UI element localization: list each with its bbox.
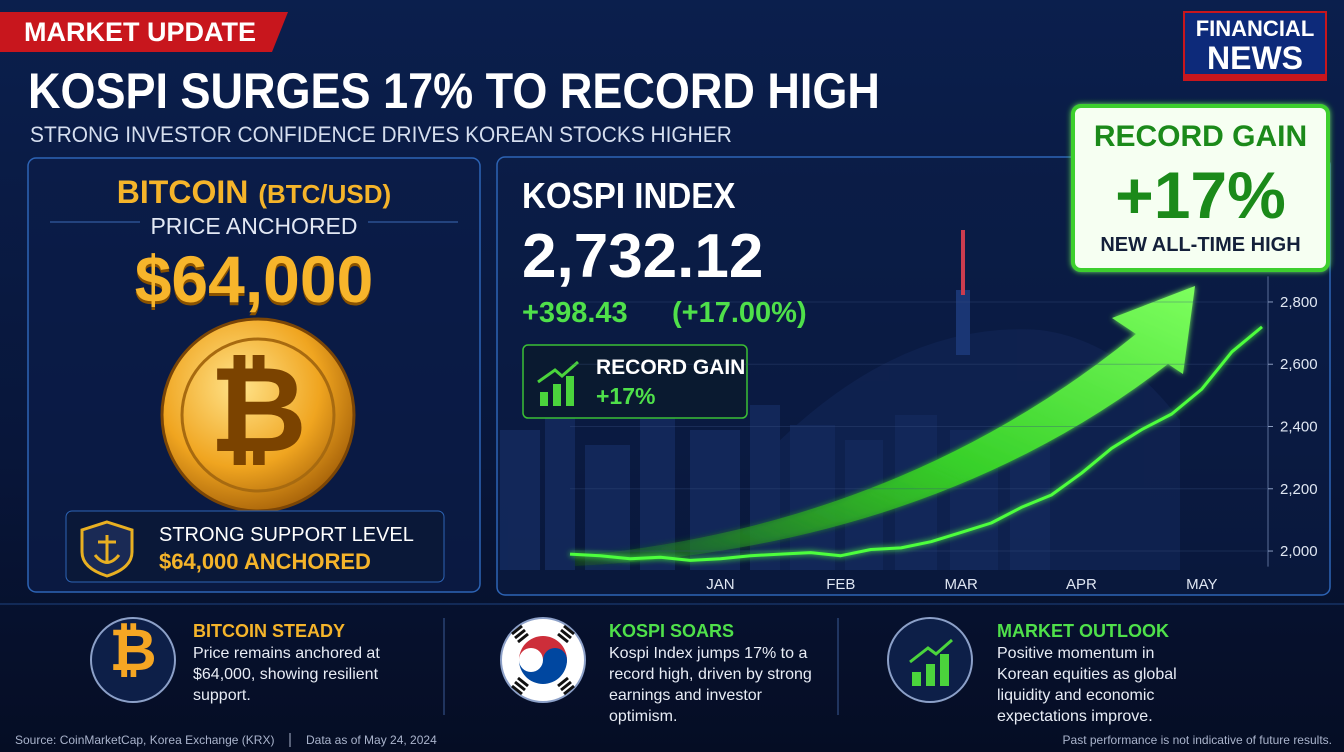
gain-badge-title: RECORD GAIN [596, 356, 746, 379]
card-text: Kospi Index jumps 17% to a record high, … [609, 645, 812, 725]
trend-arrow [575, 286, 1195, 566]
coin-symbol: ₿ [209, 343, 307, 477]
y-tick-label: 2,400 [1280, 419, 1318, 436]
headline: KOSPI SURGES 17% TO RECORD HIGH [28, 63, 880, 119]
flag-trigrams [511, 624, 575, 696]
chart: 2,000 2,200 2,400 2,600 2,800 JAN FEB MAR APR MAY [569, 276, 1318, 593]
y-tick-label: 2,200 [1280, 481, 1318, 498]
bitcoin-name: BITCOIN [116, 174, 249, 210]
callout-note: NEW ALL-TIME HIGH [1100, 234, 1301, 256]
badge-bg [0, 12, 288, 52]
footer-disclaimer: Past performance is not indicative of fu… [1062, 733, 1332, 747]
card-title: BITCOIN STEADY [193, 621, 346, 641]
line-series [569, 325, 1263, 562]
gain-badge [522, 344, 748, 419]
y-tick-label: 2,800 [1280, 294, 1318, 311]
x-tick-label: FEB [826, 576, 855, 593]
bitcoin-pair: (BTC/USD) [258, 179, 392, 209]
card-title: KOSPI SOARS [609, 621, 735, 641]
callout-box [1071, 104, 1330, 272]
kospi-value: 2,732.12 [522, 222, 764, 291]
badge: MARKET UPDATE [24, 17, 256, 47]
flag-taeguk-blue [519, 648, 567, 684]
anchor-icon [93, 535, 121, 564]
brand-top: FINANCIAL [1195, 16, 1315, 41]
x-tick-label: MAY [1186, 576, 1217, 593]
x-tick-label: MAR [944, 576, 978, 593]
bitcoin-status: PRICE ANCHORED [150, 213, 358, 239]
support-value: $64,000 ANCHORED [159, 549, 371, 574]
brand-bottom: NEWS [1207, 40, 1303, 76]
bitcoin-price: $64,000 [134, 242, 374, 316]
x-tick-label: JAN [706, 576, 734, 593]
footer-date: Data as of May 24, 2024 [306, 733, 437, 747]
x-tick-label: APR [1066, 576, 1097, 593]
card-icon: ₿ [109, 618, 157, 683]
card-text: Price remains anchored at $64,000, showi… [193, 645, 380, 704]
subtitle: STRONG INVESTOR CONFIDENCE DRIVES KOREAN… [30, 122, 732, 147]
icon-circle [887, 617, 973, 703]
support-title: STRONG SUPPORT LEVEL [159, 524, 414, 546]
chart-icon [537, 360, 579, 406]
icon-circle [90, 617, 176, 703]
footer-source: Source: CoinMarketCap, Korea Exchange (K… [15, 733, 275, 747]
y-tick-label: 2,000 [1280, 543, 1318, 560]
y-tick-label: 2,600 [1280, 356, 1318, 373]
coin-ring [180, 337, 336, 493]
outlook-icon [909, 638, 953, 686]
bitcoin-heading: BITCOIN (BTC/USD) [28, 176, 480, 208]
callout-title: RECORD GAIN [1093, 120, 1308, 153]
kospi-change-pct: (+17.00%) [672, 297, 807, 329]
brand-stripe [1184, 74, 1326, 80]
support-box [65, 510, 445, 583]
kospi-change: +398.43 [522, 297, 628, 329]
gain-badge-value: +17% [596, 383, 656, 409]
card-text: Positive momentum in Korean equities as … [997, 645, 1177, 725]
kospi-name: KOSPI INDEX [522, 175, 736, 216]
card-title: MARKET OUTLOOK [997, 621, 1169, 641]
callout-value: +17% [1115, 158, 1286, 232]
brand-box [1183, 11, 1327, 81]
